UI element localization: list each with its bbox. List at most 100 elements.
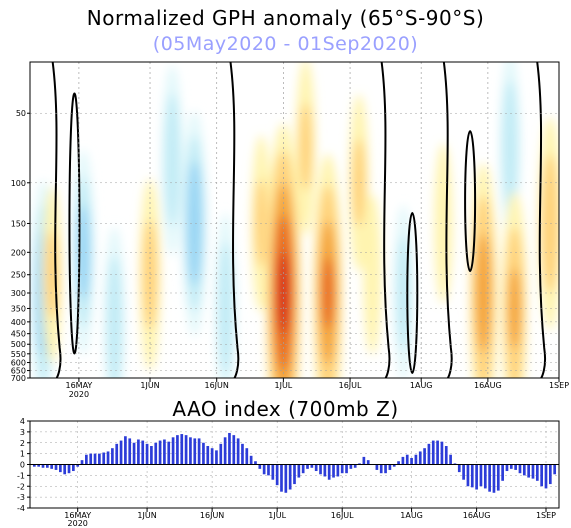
aao-bar bbox=[514, 464, 517, 470]
aao-bar bbox=[180, 434, 184, 465]
aao-bar bbox=[258, 464, 262, 469]
aao-bar bbox=[483, 464, 487, 489]
aao-bar bbox=[535, 464, 539, 481]
aao-bar bbox=[414, 454, 418, 465]
aao-bar bbox=[314, 464, 318, 472]
aao-bar bbox=[150, 446, 153, 465]
aao-bar bbox=[241, 443, 244, 465]
aao-bar bbox=[63, 464, 67, 475]
aao-bar bbox=[466, 464, 470, 487]
aao-bar bbox=[154, 442, 158, 465]
heat-x-tick-label: 16AUG bbox=[474, 381, 502, 390]
heat-y-tick-label: 600 bbox=[11, 359, 26, 368]
aao-bar bbox=[418, 451, 422, 465]
aao-bar bbox=[544, 464, 548, 489]
aao-bar bbox=[98, 453, 101, 465]
aao-bar bbox=[293, 464, 296, 485]
aao-bar bbox=[349, 464, 353, 469]
heat-y-tick-label: 550 bbox=[11, 350, 26, 359]
zero-contour bbox=[464, 130, 477, 273]
aao-bar bbox=[306, 464, 309, 469]
aao-bar bbox=[388, 464, 392, 470]
aao-bar bbox=[496, 464, 500, 491]
aao-bar bbox=[163, 439, 166, 465]
aao-bar bbox=[93, 453, 97, 465]
aao-bar bbox=[470, 464, 474, 488]
anomaly-field bbox=[164, 94, 181, 227]
aao-bar bbox=[245, 448, 249, 465]
aao-bar bbox=[553, 464, 557, 475]
aao-bar bbox=[340, 464, 344, 474]
heat-x-tick-label: 16JUL bbox=[339, 381, 362, 390]
aao-x-tick-label: 1SEP bbox=[536, 511, 556, 520]
aao-y-tick-label: 4 bbox=[20, 417, 25, 426]
aao-bar bbox=[310, 464, 314, 468]
heat-y-tick-label: 400 bbox=[11, 318, 26, 327]
heat-y-tick-label: 500 bbox=[11, 340, 26, 349]
aao-bar bbox=[89, 453, 93, 465]
aao-bar bbox=[297, 464, 301, 478]
aao-bar bbox=[37, 464, 41, 467]
aao-y-tick-label: 0 bbox=[20, 461, 25, 470]
aao-bar bbox=[215, 450, 218, 465]
anomaly-field bbox=[434, 143, 453, 304]
aao-bar bbox=[267, 464, 270, 476]
anomaly-field bbox=[352, 138, 366, 228]
aao-bar bbox=[522, 464, 526, 476]
anomaly-field bbox=[321, 256, 334, 330]
zero-contour bbox=[229, 62, 240, 378]
aao-bar bbox=[423, 448, 426, 465]
aao-bar bbox=[436, 440, 439, 465]
aao-bar bbox=[440, 441, 444, 465]
aao-bar bbox=[379, 464, 383, 474]
aao-bar bbox=[453, 463, 457, 465]
aao-bar bbox=[171, 437, 175, 465]
aao-x-tick-label: 16MAY bbox=[64, 511, 91, 520]
heat-y-tick-label: 100 bbox=[11, 179, 26, 188]
heat-y-tick-label: 450 bbox=[11, 330, 26, 339]
aao-bar bbox=[431, 440, 435, 465]
aao-bar bbox=[492, 464, 496, 493]
aao-bar bbox=[141, 440, 145, 465]
aao-bar bbox=[202, 442, 205, 465]
heat-y-tick-label: 300 bbox=[11, 289, 26, 298]
aao-bar bbox=[85, 454, 88, 465]
aao-bar bbox=[106, 451, 110, 465]
aao-bar bbox=[128, 438, 132, 465]
aao-bar bbox=[540, 464, 543, 487]
aao-bar bbox=[193, 438, 197, 465]
aao-bar bbox=[488, 464, 491, 492]
aao-bar bbox=[158, 440, 162, 465]
aao-bar bbox=[236, 438, 240, 465]
aao-bar bbox=[410, 457, 413, 465]
aao-bar bbox=[137, 439, 140, 465]
chart-subtitle: (05May2020 - 01Sep2020) bbox=[152, 33, 419, 55]
heat-x-tick-label: 16MAY bbox=[65, 381, 92, 390]
heat-x-tick-label: 1AUG bbox=[410, 381, 433, 390]
aao-bar bbox=[32, 464, 36, 467]
aao-bar bbox=[72, 464, 75, 472]
heat-x-year-label: 2020 bbox=[69, 390, 89, 399]
heat-x-tick-label: 1JUL bbox=[275, 381, 293, 390]
aao-bar bbox=[332, 464, 335, 478]
aao-bar bbox=[219, 443, 223, 465]
aao-x-tick-label: 1JUN bbox=[137, 511, 156, 520]
aao-bar bbox=[401, 456, 405, 465]
aao-y-tick-label: -3 bbox=[17, 493, 25, 502]
aao-bar bbox=[280, 464, 283, 492]
aao-bar bbox=[59, 464, 62, 473]
aao-bar bbox=[288, 464, 292, 490]
heat-y-tick-label: 350 bbox=[11, 304, 26, 313]
aao-bar bbox=[531, 464, 535, 479]
aao-bar bbox=[271, 464, 275, 480]
aao-x-year-label: 2020 bbox=[68, 519, 88, 528]
aao-bar bbox=[375, 464, 379, 470]
aao-bar bbox=[301, 464, 305, 474]
aao-bar bbox=[479, 464, 483, 487]
aao-bar bbox=[427, 443, 431, 465]
zero-contour bbox=[51, 62, 62, 378]
aao-bar bbox=[197, 438, 201, 465]
aao-bar bbox=[206, 446, 210, 465]
aao-bar bbox=[80, 460, 84, 465]
zero-contour bbox=[536, 62, 547, 378]
